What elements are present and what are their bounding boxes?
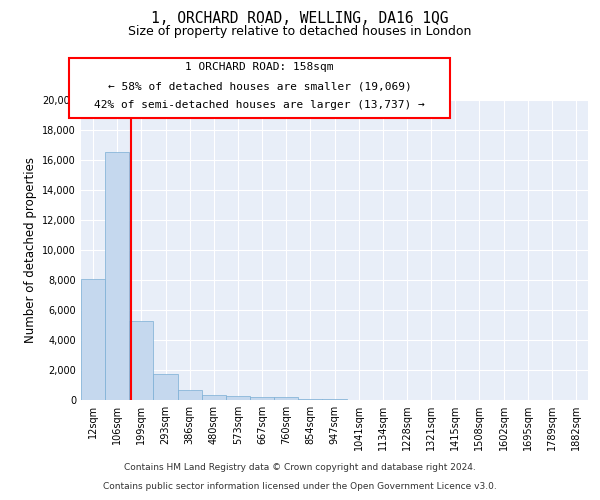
Bar (250, 398, 274, 400)
Bar (226, 396, 250, 400)
Text: ← 58% of detached houses are smaller (19,069): ← 58% of detached houses are smaller (19… (107, 81, 412, 91)
Text: 42% of semi-detached houses are larger (13,737) →: 42% of semi-detached houses are larger (… (94, 100, 425, 110)
Text: Size of property relative to detached houses in London: Size of property relative to detached ho… (128, 25, 472, 38)
Bar (298, 398, 322, 400)
Bar (129, 320, 154, 400)
Bar (322, 399, 347, 400)
Bar (105, 152, 129, 400)
Bar (274, 398, 298, 400)
Text: Contains HM Land Registry data © Crown copyright and database right 2024.: Contains HM Land Registry data © Crown c… (124, 464, 476, 472)
Bar (178, 390, 202, 400)
Text: 1, ORCHARD ROAD, WELLING, DA16 1QG: 1, ORCHARD ROAD, WELLING, DA16 1QG (151, 11, 449, 26)
Y-axis label: Number of detached properties: Number of detached properties (24, 157, 37, 343)
Bar (154, 374, 178, 400)
Text: Contains public sector information licensed under the Open Government Licence v3: Contains public sector information licen… (103, 482, 497, 491)
Bar (202, 395, 226, 400)
Bar (81, 278, 105, 400)
Text: 1 ORCHARD ROAD: 158sqm: 1 ORCHARD ROAD: 158sqm (185, 62, 334, 72)
